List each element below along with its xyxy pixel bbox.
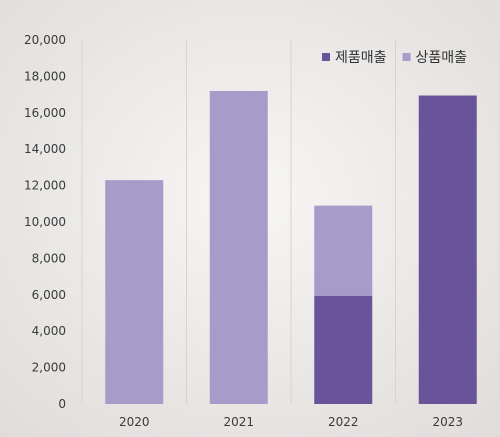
y-tick-label: 0: [58, 397, 66, 411]
y-axis: 0 2,000 4,000 6,000 8,000 10,000 12,000 14,000 1…: [24, 33, 66, 411]
legend-swatch: [402, 53, 411, 61]
x-tick-label: 2023: [432, 415, 463, 429]
grid-lines: [81, 40, 500, 404]
bar-segment: [418, 95, 477, 404]
y-tick-label: 10,000: [24, 215, 66, 229]
bars: [105, 90, 477, 405]
bar-segment: [209, 90, 268, 405]
y-tick-label: 12,000: [24, 179, 66, 193]
x-tick-label: 2020: [119, 415, 150, 429]
y-tick-label: 18,000: [24, 69, 66, 83]
y-tick-label: 20,000: [24, 33, 66, 47]
x-tick-label: 2021: [223, 415, 254, 429]
y-tick-label: 4,000: [32, 324, 66, 338]
bar-segment: [105, 180, 164, 404]
x-tick-label: 2022: [328, 415, 359, 429]
bar-segment: [314, 205, 373, 296]
bar-segment: [314, 295, 373, 404]
legend-swatch: [322, 53, 330, 61]
y-tick-label: 8,000: [32, 251, 66, 265]
y-tick-label: 14,000: [24, 142, 66, 156]
legend-label: 제품매출: [335, 50, 387, 66]
legend-label: 상품매출: [416, 50, 468, 66]
y-tick-label: 16,000: [24, 106, 66, 120]
y-tick-label: 2,000: [32, 361, 66, 375]
x-axis: 2020 2021 2022 2023: [119, 415, 463, 429]
y-tick-label: 6,000: [32, 288, 66, 302]
legend: 제품매출 상품매출: [322, 50, 467, 66]
